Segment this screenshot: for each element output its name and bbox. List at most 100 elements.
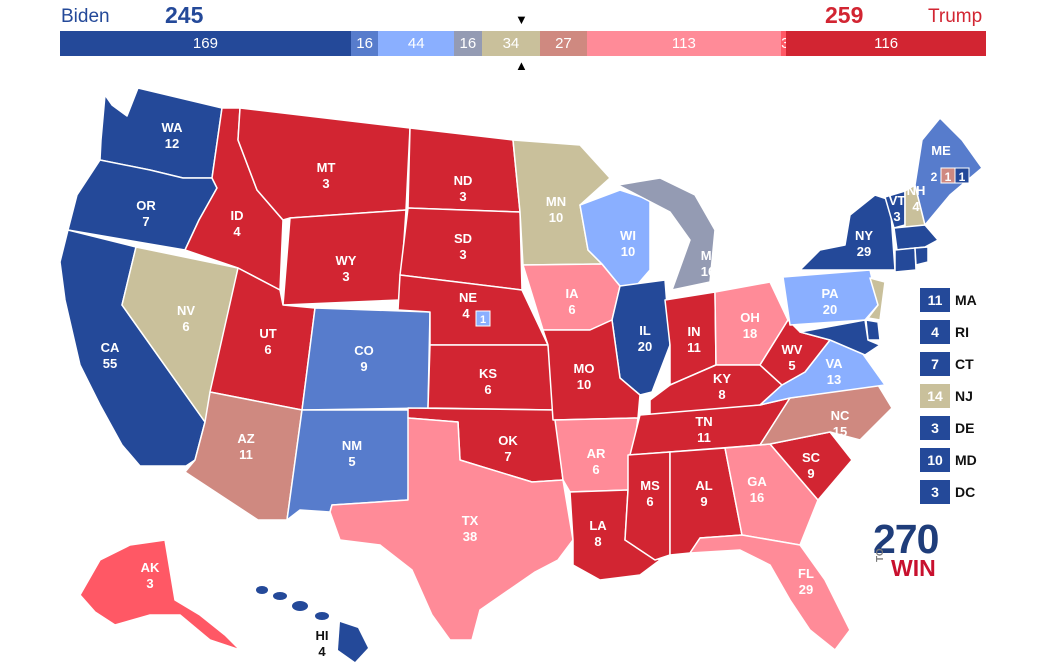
state-ev-label: 55 [103,356,117,371]
state-abbr-label: NY [855,228,873,243]
dem-candidate-name: Biden [61,6,110,27]
state-abbr-label: VA [825,356,843,371]
state-ev-label: 3 [893,209,900,224]
small-state-row-ma[interactable]: 11 MA [920,288,1000,320]
state-abbr-label: FL [798,566,814,581]
state-abbr-label: ME [931,143,951,158]
state-ev-label: 16 [750,490,764,505]
small-state-row-ct[interactable]: 7 CT [920,352,1000,384]
state-ev-label: 20 [823,302,837,317]
state-RI[interactable] [914,246,929,266]
small-state-abbr: NJ [955,388,973,404]
state-MD[interactable] [799,319,881,356]
me-part-ev: 1 [945,170,952,184]
state-abbr-label: WY [336,253,357,268]
state-AK[interactable] [79,539,241,651]
bar-segment: 169 [60,31,351,56]
state-abbr-label: OH [740,310,760,325]
270towin-logo: 270 TO WIN [873,518,953,580]
logo-win: WIN [891,555,936,581]
state-ev-label: 3 [459,189,466,204]
state-abbr-label: GA [747,474,767,489]
bar-segment: 116 [786,31,986,56]
state-abbr-label: AZ [237,431,254,446]
me-district-box[interactable] [954,167,970,184]
logo-to: TO [875,548,886,562]
state-HI[interactable] [256,586,368,662]
me-part-ev: 1 [959,170,966,184]
state-ev-label: 6 [646,494,653,509]
small-state-ev-box: 7 [920,352,950,376]
bar-segment: 113 [586,31,782,56]
state-ev-label: 9 [700,494,707,509]
state-abbr-label: MS [640,478,660,493]
state-abbr-label: OR [136,198,156,213]
state-abbr-label: NM [342,438,362,453]
state-abbr-label: UT [259,326,276,341]
small-state-abbr: MD [955,452,977,468]
state-ev-label: 18 [743,326,757,341]
small-state-ev-box: 4 [920,320,950,344]
small-state-row-nj[interactable]: 14 NJ [920,384,1000,416]
ne-district-ev: 1 [480,314,486,326]
hi-island [273,592,287,600]
state-abbr-label: AL [695,478,712,493]
state-ev-label: 4 [462,306,470,321]
state-abbr-label: IN [688,324,701,339]
state-FL[interactable] [689,534,851,651]
state-ev-label: 3 [146,576,153,591]
state-TX[interactable] [329,417,574,641]
hi-island [338,622,368,662]
state-abbr-label: MO [574,361,595,376]
hi-island [292,601,308,611]
state-abbr-label: PA [821,286,839,301]
state-ev-label: 4 [912,199,920,214]
state-abbr-label: AR [587,446,606,461]
small-state-ev-box: 14 [920,384,950,408]
electoral-bar-header: Biden 245 259 Trump ▼ 169 16 44 16 34 27 113 3 1… [0,0,1050,76]
bar-segment: 3 [781,31,787,56]
state-MO[interactable] [542,319,641,421]
state-ev-label: 5 [788,358,795,373]
state-ev-label: 6 [182,319,189,334]
state-abbr-label: MI [701,248,715,263]
state-ev-label: 3 [459,247,466,262]
state-abbr-label: VT [889,193,906,208]
state-abbr-label: CO [354,343,374,358]
ne-district-box[interactable] [475,310,491,327]
state-ev-label: 3 [342,269,349,284]
state-ev-label: 9 [807,466,814,481]
small-state-row-de[interactable]: 3 DE [920,416,1000,448]
state-abbr-label: SD [454,231,472,246]
state-abbr-label: OK [498,433,518,448]
state-ev-label: 3 [322,176,329,191]
state-abbr-label: KS [479,366,497,381]
state-abbr-label: TX [462,513,479,528]
state-abbr-label: TN [695,414,712,429]
hi-island [256,586,268,594]
electoral-vote-bar: 169 16 44 16 34 27 113 3 116 [60,31,986,56]
rep-total: 259 [825,2,864,28]
bar-segment: 44 [378,31,455,56]
state-ev-label: 20 [638,339,652,354]
state-ev-label: 6 [568,302,575,317]
small-state-row-md[interactable]: 10 MD [920,448,1000,480]
state-MA[interactable] [893,224,939,251]
rep-candidate-name: Trump [928,6,983,27]
state-NJ[interactable] [867,277,886,321]
small-state-abbr: MA [955,292,977,308]
state-NY[interactable] [799,194,896,271]
state-ev-label: 12 [165,136,179,151]
small-state-abbr: RI [955,324,969,340]
state-abbr-label: MT [317,160,336,175]
state-CT[interactable] [894,247,917,273]
state-abbr-label: IL [639,323,651,338]
small-state-ev-box: 3 [920,416,950,440]
small-state-row-ri[interactable]: 4 RI [920,320,1000,352]
majority-up-arrow-icon: ▲ [515,58,528,73]
small-state-ev-box: 3 [920,480,950,504]
small-state-row-dc[interactable]: 3 DC [920,480,1000,512]
state-abbr-label: IA [566,286,580,301]
state-MI[interactable] [617,177,716,291]
state-abbr-label: LA [589,518,607,533]
